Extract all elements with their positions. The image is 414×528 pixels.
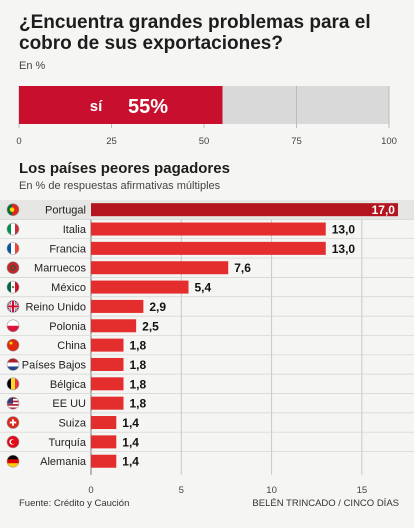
chart-title: ¿Encuentra grandes problemas para el cob… [19,12,371,54]
countries-chart-unit: En % de respuestas afirmativas múltiples [19,180,221,192]
value-label: 2,5 [142,319,159,333]
country-row: Italia 13,0 [0,222,414,240]
country-row: Portugal 17,0 [0,200,414,220]
country-row: Francia 13,0 [0,241,414,259]
x-tick-label: 0 [88,485,93,496]
value-label: 1,8 [130,397,147,411]
flag-usa-icon [7,397,19,410]
country-label: Reino Unido [25,301,86,313]
top-tick-label: 75 [291,136,302,147]
value-label: 1,4 [122,435,139,449]
value-label: 13,0 [332,242,356,256]
x-tick-label: 5 [179,485,184,496]
country-bar [91,280,189,294]
value-label: 1,4 [122,455,139,469]
country-row: Marruecos 7,6 [0,261,414,278]
country-label: EE UU [52,398,86,410]
flag-turkey-icon [7,435,19,448]
flag-netherlands-icon [7,358,19,371]
top-bar-value-label: 55% [128,96,168,118]
flag-morocco-icon [7,261,19,274]
value-label: 17,0 [372,203,396,217]
x-tick-label: 10 [266,485,277,496]
country-label: Bélgica [50,379,87,391]
country-label: México [51,282,86,294]
country-bar [91,416,117,430]
flag-uk-icon [7,300,19,313]
country-label: Turquía [48,437,86,449]
flag-france-icon [7,242,19,255]
credit-note: BELÉN TRINCADO / CINCO DÍAS [252,498,399,509]
country-label: Alemania [40,456,87,468]
country-row: China 1,8 [0,338,414,356]
top-tick-label: 0 [16,136,21,147]
country-label: Suiza [58,418,86,430]
top-bar-si [19,86,223,124]
country-bar [91,454,117,468]
country-label: Italia [63,224,87,236]
source-note: Fuente: Crédito y Caución [19,498,130,509]
country-label: Polonia [49,321,87,333]
top-bar-category-label: sí [90,98,103,115]
country-bar [91,222,326,236]
country-bar [91,435,117,449]
flag-china-icon [7,339,19,352]
flag-portugal-icon [7,203,19,216]
country-row: México 5,4 [0,280,414,298]
country-row: Reino Unido 2,9 [0,299,414,317]
value-label: 13,0 [332,223,356,237]
flag-switzerland-icon [7,416,19,429]
country-row: Países Bajos 1,8 [0,357,414,375]
country-bar [91,241,326,255]
country-row: Suiza 1,4 [0,416,414,433]
country-bar [91,396,124,410]
value-label: 1,8 [130,339,147,353]
country-bar [91,299,144,313]
top-tick-label: 25 [106,136,117,147]
country-row: Alemania 1,4 [6,454,139,469]
country-bar [91,357,124,371]
flag-mexico-icon [7,281,19,294]
value-label: 7,6 [234,261,251,275]
value-label: 2,9 [149,300,166,314]
country-bar [91,377,124,391]
country-row: Bélgica 1,8 [0,377,414,394]
country-label: China [57,340,87,352]
top-tick-label: 50 [199,136,210,147]
country-bar [91,261,229,275]
country-label: Francia [49,243,87,255]
value-label: 1,8 [130,377,147,391]
x-tick-label: 15 [357,485,368,496]
country-label: Marruecos [34,263,86,275]
country-label: Portugal [45,205,86,217]
flag-italy-icon [7,223,19,236]
flag-poland-icon [7,319,19,332]
country-row: Turquía 1,4 [0,435,414,452]
value-label: 1,8 [130,358,147,372]
flag-germany-icon [7,455,19,468]
country-bar [91,338,124,352]
country-row: EE UU 1,8 [0,396,414,414]
countries-chart-title: Los países peores pagadores [19,160,230,177]
country-bar [91,319,137,333]
top-chart-unit: En % [19,60,46,72]
country-row: Polonia 2,5 [0,319,414,336]
country-bar [91,203,398,217]
value-label: 1,4 [122,416,139,430]
top-tick-label: 100 [381,136,397,147]
flag-belgium-icon [7,377,19,390]
value-label: 5,4 [195,281,212,295]
country-label: Países Bajos [22,359,87,371]
